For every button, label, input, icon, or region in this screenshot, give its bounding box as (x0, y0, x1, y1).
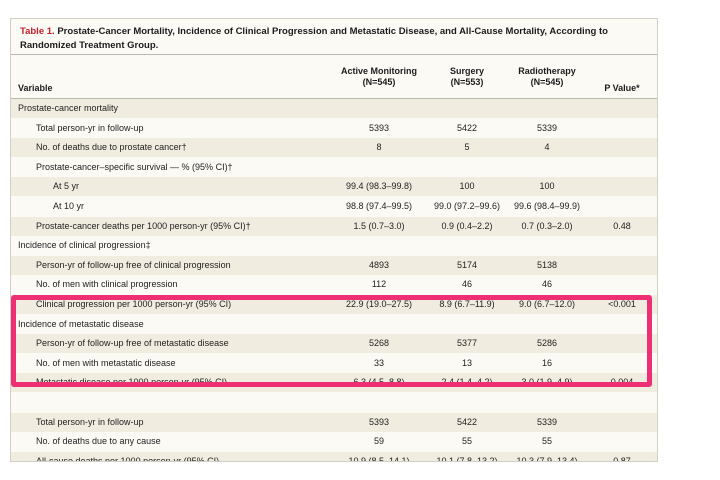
cell-active-monitoring: 5393 (368, 122, 390, 133)
cell-surgery: 99.0 (97.2–99.6) (433, 201, 501, 211)
cell-surgery: 2.4 (1.4–4.2) (441, 377, 493, 388)
table-row: Person-yr of follow-up free of clinical … (11, 255, 657, 275)
cell-p-value: 0.87 (613, 455, 631, 462)
cell-p-value: 0.004 (610, 377, 634, 388)
cell-active-monitoring: 10.9 (8.5–14.1) (348, 455, 410, 462)
row-label: All-cause deaths per 1000 person-yr (95%… (36, 455, 220, 462)
cell-radiotherapy: 0.7 (0.3–2.0) (521, 220, 573, 231)
row-label: Person-yr of follow-up free of metastati… (36, 338, 229, 349)
header-radiotherapy-name: Radiotherapy (518, 66, 576, 76)
cell-surgery: 10.1 (7.8–13.2) (436, 455, 498, 462)
table-row: Incidence of metastatic disease (11, 315, 657, 334)
results-table: Table 1. Prostate-Cancer Mortality, Inci… (10, 18, 658, 462)
table-row: Metastatic disease per 1000 person-yr (9… (11, 373, 657, 393)
cell-active-monitoring: 112 (371, 279, 387, 290)
table-row: Person-yr of follow-up free of metastati… (11, 334, 657, 354)
table-row: All-cause deaths per 1000 person-yr (95%… (11, 451, 657, 462)
header-surgery-name: Surgery (449, 66, 484, 76)
cell-radiotherapy: 100 (539, 181, 555, 192)
row-label: Clinical progression per 1000 person-yr … (36, 299, 232, 309)
row-label: No. of deaths due to any cause (36, 436, 161, 447)
table-row: At 10 yr 98.8 (97.4–99.5) 99.0 (97.2–99.6)… (11, 197, 657, 216)
cell-surgery: 46 (461, 279, 472, 290)
header-radiotherapy-n: (N=545) (530, 77, 564, 87)
table-row: Total person-yr in follow-up 5393 5422 5339 (11, 119, 657, 138)
table-row: Clinical progression per 1000 person-yr … (11, 295, 657, 314)
header-variable: Variable (18, 83, 53, 93)
cell-radiotherapy: 46 (541, 279, 552, 290)
cell-p-value: <0.001 (608, 299, 636, 309)
cell-active-monitoring: 1.5 (0.7–3.0) (353, 220, 405, 231)
cell-surgery: 5 (464, 142, 470, 153)
cell-active-monitoring: 59 (373, 436, 384, 447)
cell-surgery: 13 (461, 357, 472, 368)
cell-radiotherapy: 5339 (536, 416, 558, 427)
header-p-value: P Value* (604, 83, 640, 93)
header-divider (11, 98, 657, 99)
table-row: Prostate-cancer–specific survival — % (9… (11, 158, 657, 177)
cell-surgery: 8.9 (6.7–11.9) (439, 299, 495, 309)
row-label: Incidence of clinical progression‡ (18, 240, 151, 251)
table-title-text: Prostate-Cancer Mortality, Incidence of … (20, 26, 608, 51)
table-row: No. of men with metastatic disease 33 13 16 (11, 354, 657, 373)
cell-active-monitoring: 22.9 (19.0–27.5) (345, 299, 413, 309)
table-row: Total person-yr in follow-up 5393 5422 5339 (11, 412, 657, 432)
cell-radiotherapy: 55 (541, 436, 552, 447)
table-number: Table 1. (20, 26, 55, 37)
row-label: No. of men with metastatic disease (36, 357, 176, 368)
cell-active-monitoring: 33 (373, 357, 384, 368)
cell-radiotherapy: 5138 (536, 259, 558, 270)
cell-surgery: 0.9 (0.4–2.2) (441, 220, 493, 231)
header-active-monitoring-n: (N=545) (362, 77, 396, 87)
row-label: Total person-yr in follow-up (36, 122, 144, 133)
cell-surgery: 5422 (456, 122, 478, 133)
cell-radiotherapy: 99.6 (98.4–99.9) (513, 201, 581, 211)
table-title: Table 1. Prostate-Cancer Mortality, Inci… (11, 19, 657, 55)
table-row: Incidence of clinical progression‡ (11, 236, 657, 255)
cell-surgery: 100 (459, 181, 475, 192)
row-label: At 10 yr (53, 201, 85, 211)
row-label: No. of deaths due to prostate cancer† (36, 142, 187, 153)
cell-active-monitoring: 99.4 (98.3–99.8) (345, 181, 413, 192)
header-surgery-n: (N=553) (450, 77, 484, 87)
cell-active-monitoring: 6.3 (4.5–8.8) (353, 377, 405, 388)
row-label: Person-yr of follow-up free of clinical … (36, 259, 231, 270)
row-label: No. of men with clinical progression (36, 279, 178, 290)
cell-radiotherapy: 3.0 (1.9–4.9) (521, 377, 573, 388)
table-row: Prostate-cancer mortality (11, 99, 657, 118)
cell-radiotherapy: 5339 (536, 122, 558, 133)
table-row: No. of deaths due to any cause 59 55 55 (11, 432, 657, 451)
cell-surgery: 5377 (456, 338, 478, 349)
header-active-monitoring-name: Active Monitoring (341, 66, 417, 76)
header-radiotherapy: Radiotherapy (N=545) (507, 66, 587, 88)
row-label: Prostate-cancer mortality (18, 103, 119, 113)
table-row (11, 393, 657, 412)
cell-radiotherapy: 10.3 (7.9–13.4) (516, 455, 578, 462)
table-row: At 5 yr 99.4 (98.3–99.8) 100 100 (11, 177, 657, 197)
row-label: Prostate-cancer–specific survival — % (9… (36, 161, 233, 172)
row-label: Total person-yr in follow-up (36, 416, 144, 427)
table-row: Prostate-cancer deaths per 1000 person-y… (11, 216, 657, 236)
row-label: Metastatic disease per 1000 person-yr (9… (36, 377, 228, 388)
row-label: Incidence of metastatic disease (18, 318, 144, 329)
cell-radiotherapy: 16 (541, 357, 552, 368)
cell-radiotherapy: 4 (544, 142, 550, 153)
cell-radiotherapy: 9.0 (6.7–12.0) (518, 299, 576, 309)
row-label: Prostate-cancer deaths per 1000 person-y… (36, 220, 251, 231)
header-active-monitoring: Active Monitoring (N=545) (331, 66, 427, 88)
cell-surgery: 5422 (456, 416, 478, 427)
table-row: No. of deaths due to prostate cancer† 8 5 4 (11, 138, 657, 158)
row-label: At 5 yr (53, 181, 80, 192)
cell-active-monitoring: 4893 (368, 259, 390, 270)
cell-active-monitoring: 5268 (368, 338, 390, 349)
cell-p-value: 0.48 (613, 220, 631, 231)
table-row: No. of men with clinical progression 112 4… (11, 275, 657, 294)
cell-surgery: 55 (461, 436, 472, 447)
cell-active-monitoring: 98.8 (97.4–99.5) (345, 201, 413, 211)
cell-active-monitoring: 5393 (368, 416, 390, 427)
cell-surgery: 5174 (456, 259, 478, 270)
cell-radiotherapy: 5286 (536, 338, 558, 349)
cell-active-monitoring: 8 (376, 142, 382, 153)
header-surgery: Surgery (N=553) (431, 66, 503, 88)
